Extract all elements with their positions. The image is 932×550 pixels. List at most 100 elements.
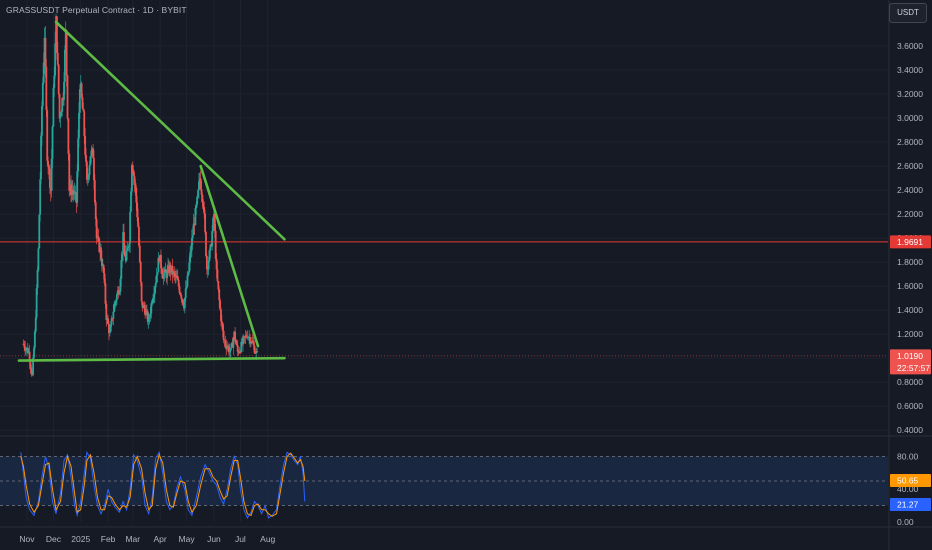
candle-down <box>71 190 74 192</box>
candle-up <box>196 196 199 205</box>
time-tick-label: Nov <box>19 534 35 544</box>
candle-up <box>59 116 62 119</box>
candle-up <box>130 165 133 192</box>
candle-down <box>160 254 162 269</box>
candle-up <box>185 286 188 289</box>
level-line-label: 1.9691 <box>897 237 923 247</box>
candle-down <box>103 273 106 284</box>
candle-down <box>213 213 216 231</box>
candle-up <box>51 126 54 159</box>
candle-up <box>150 303 153 314</box>
price-tick-label: 2.2000 <box>897 209 923 219</box>
candle-down <box>224 341 227 346</box>
candle-down <box>93 180 96 203</box>
time-tick-label: May <box>179 534 196 544</box>
candle-down <box>123 245 126 257</box>
stoch-d-value-label-bg <box>890 473 931 487</box>
candle-down <box>202 202 205 207</box>
candle-down <box>251 340 254 344</box>
candle-down <box>234 331 236 341</box>
time-tick-label: Jul <box>235 534 246 544</box>
candle-down <box>92 148 94 158</box>
candle-down <box>235 343 238 346</box>
candle-up <box>153 294 155 298</box>
candle-up <box>156 272 159 276</box>
price-tick-label: 1.6000 <box>897 281 923 291</box>
candle-up <box>151 302 154 304</box>
candle-down <box>138 245 141 262</box>
candle-up <box>130 191 132 212</box>
candle-up <box>50 158 53 191</box>
candle-up <box>116 294 118 301</box>
candle-down <box>48 167 50 169</box>
candle-down <box>67 118 70 154</box>
drawing-layer[interactable] <box>0 20 888 362</box>
stoch-k-value-label-bg <box>890 498 931 512</box>
candle-up <box>242 337 244 345</box>
candle-up <box>211 231 214 247</box>
candle-down <box>85 154 87 162</box>
candle-up <box>41 82 44 107</box>
candle-countdown-label: 22:57:57 <box>897 363 930 373</box>
candle-down <box>57 64 60 95</box>
candle-down <box>215 258 218 270</box>
candle-down <box>235 340 237 344</box>
candle-up <box>109 324 112 332</box>
currency-button[interactable]: USDT <box>889 3 927 23</box>
candle-up <box>240 341 243 353</box>
candle-down <box>98 238 101 252</box>
candle-down <box>253 345 256 353</box>
level-line-label-bg <box>890 235 931 249</box>
candle-down <box>217 281 220 290</box>
candle-down <box>66 75 69 119</box>
candle-up <box>250 342 252 344</box>
candle-down <box>104 283 107 304</box>
candle-down <box>178 286 181 293</box>
candle-up <box>90 150 93 157</box>
candle-down <box>82 108 85 112</box>
candle-up <box>126 247 129 251</box>
last-price-label-bg <box>890 349 931 363</box>
candle-down <box>228 346 230 353</box>
candle-down <box>204 213 207 232</box>
candle-down <box>220 321 223 324</box>
candle-down <box>174 273 177 277</box>
time-tick-label: Jun <box>207 534 221 544</box>
time-tick-label: 2025 <box>71 534 90 544</box>
candle-down <box>138 226 140 246</box>
candle-up <box>78 89 81 113</box>
candle-up <box>38 214 41 249</box>
price-labels: 1.9691 1.0190 22:57:57 50.65 21.27 <box>0 235 931 512</box>
price-tick-label: 0.6000 <box>897 401 923 411</box>
candle-up <box>152 297 154 303</box>
candle-down <box>26 347 29 354</box>
candle-down <box>134 183 137 188</box>
candle-down <box>107 318 109 325</box>
candle-down <box>137 217 139 227</box>
time-tick-label: Apr <box>154 534 167 544</box>
candle-down <box>135 187 138 203</box>
candle-up <box>229 348 232 351</box>
candle-down <box>68 153 71 191</box>
candle-down <box>171 266 174 275</box>
candle-up <box>197 190 199 197</box>
candle-down <box>225 345 228 349</box>
candle-down <box>94 202 97 220</box>
candle-up <box>108 331 111 334</box>
candle-down <box>216 269 219 282</box>
candle-down <box>47 160 50 168</box>
candle-up <box>113 304 116 312</box>
candle-down <box>28 351 31 363</box>
candle-down <box>176 278 179 280</box>
candle-up <box>115 300 117 303</box>
candle-up <box>77 138 79 172</box>
symbol-title: GRASSUSDT Perpetual Contract · 1D · BYBI… <box>6 5 187 15</box>
candle-up <box>39 179 42 215</box>
candle-down <box>141 301 144 308</box>
candle-up <box>162 273 165 279</box>
candle-down <box>131 165 134 173</box>
candle-down <box>199 178 202 190</box>
candle-up <box>42 62 45 83</box>
candle-up <box>121 254 124 261</box>
